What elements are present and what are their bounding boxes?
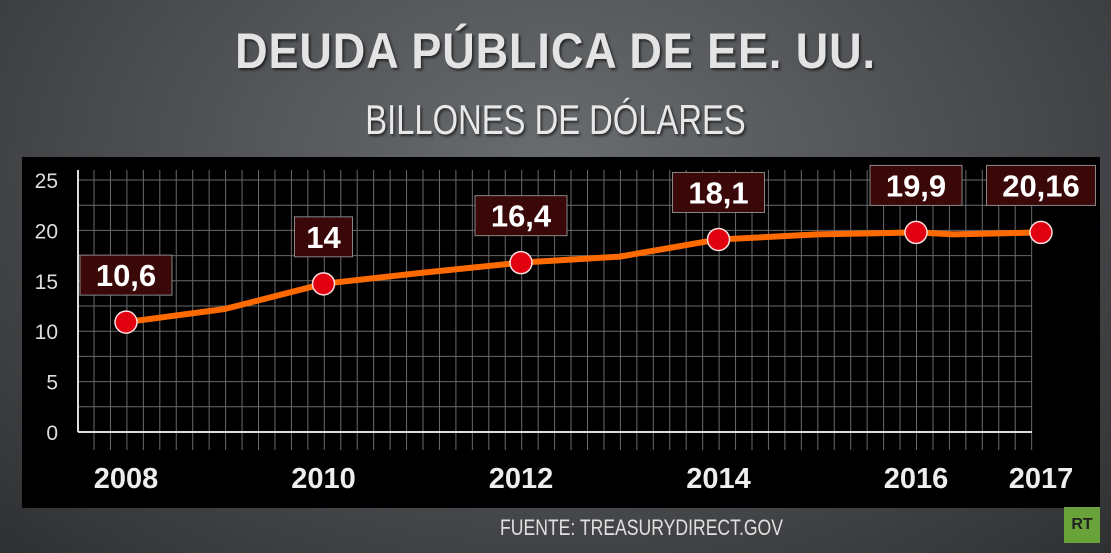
source-text: FUENTE: TREASURYDIRECT.GOV [500, 515, 783, 540]
data-label: 20,16 [1002, 168, 1080, 203]
data-label: 19,9 [886, 168, 946, 203]
data-label-box [672, 171, 765, 213]
chart-title: DEUDA PÚBLICA DE EE. UU. [235, 23, 876, 79]
x-tick-label: 2017 [1009, 463, 1074, 495]
data-point-marker [311, 272, 336, 296]
x-tick-label: 2010 [291, 463, 356, 495]
x-tick-label: 2012 [489, 463, 554, 495]
chart-subtitle: BILLONES DE DÓLARES [365, 96, 746, 143]
y-tick-label: 25 [35, 170, 58, 193]
data-point-marker [706, 227, 731, 252]
data-label-box [79, 254, 173, 296]
data-point-marker [904, 220, 928, 245]
data-label: 18,1 [688, 175, 748, 210]
data-point-marker [509, 250, 533, 275]
data-label-box [474, 195, 568, 237]
x-tick-label: 2008 [94, 463, 159, 495]
rt-logo: RT [1064, 507, 1100, 543]
y-tick-label: 10 [35, 321, 58, 344]
y-tick-label: 15 [35, 271, 58, 294]
data-label-box [986, 164, 1096, 206]
data-label: 14 [306, 220, 341, 255]
data-label-box [869, 164, 963, 206]
y-tick-label: 5 [46, 372, 58, 395]
data-label: 16,4 [491, 199, 552, 234]
data-point-marker [114, 310, 138, 334]
series-line [125, 229, 1042, 326]
data-label-box [294, 216, 353, 258]
x-tick-label: 2016 [884, 463, 949, 495]
x-tick-label: 2014 [686, 463, 751, 495]
data-point-marker [1029, 220, 1053, 245]
y-tick-label: 0 [46, 422, 58, 445]
y-tick-label: 20 [35, 220, 58, 243]
data-label: 10,6 [96, 258, 156, 293]
